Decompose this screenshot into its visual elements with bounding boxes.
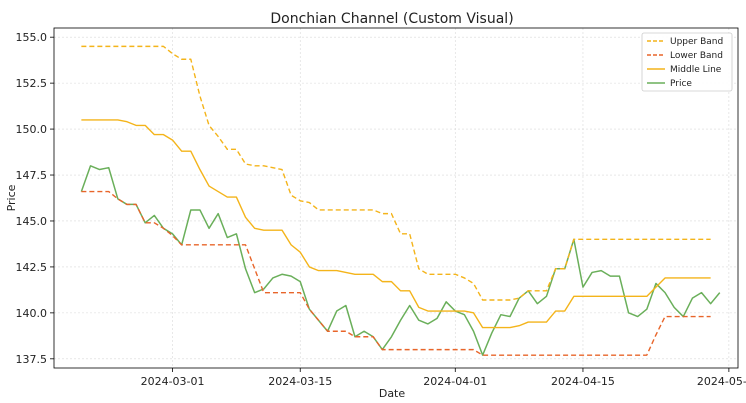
legend-label: Middle Line [670, 65, 722, 75]
y-tick-label: 155.0 [16, 31, 48, 44]
x-tick-label: 2024-05-01 [697, 375, 746, 388]
y-tick-label: 142.5 [16, 261, 48, 274]
series-line-middle-line [81, 119, 711, 329]
y-tick-label: 145.0 [16, 215, 48, 228]
x-axis: 2024-03-01 2024-03-15 2024-04-01 2024-04-15… [141, 368, 746, 388]
plot-frame [53, 27, 739, 369]
legend-box [641, 32, 733, 92]
series-group [80, 45, 721, 356]
y-axis-label: Price [5, 184, 18, 211]
legend: Upper Band Lower Band Middle Line Price [641, 32, 733, 92]
y-tick-label: 140.0 [16, 307, 48, 320]
grid-lines [54, 28, 738, 368]
series-line-lower-band [81, 190, 711, 356]
x-tick-label: 2024-03-15 [268, 375, 332, 388]
chart-title: Donchian Channel (Custom Visual) [270, 11, 513, 27]
x-axis-label: Date [379, 387, 406, 400]
x-tick-label: 2024-04-15 [551, 375, 615, 388]
legend-label: Price [670, 79, 692, 89]
y-axis: 137.5 140.0 142.5 145.0 147.5 150.0 152.5 155.0 [16, 31, 54, 366]
series-line-upper-band [81, 45, 711, 301]
legend-label: Lower Band [670, 51, 723, 61]
y-tick-label: 150.0 [16, 123, 48, 136]
x-tick-label: 2024-03-01 [141, 375, 205, 388]
y-tick-label: 137.5 [16, 353, 48, 366]
series-line-price [80, 165, 721, 356]
y-tick-label: 147.5 [16, 169, 48, 182]
y-tick-label: 152.5 [16, 77, 48, 90]
legend-label: Upper Band [670, 37, 723, 47]
x-tick-label: 2024-04-01 [423, 375, 487, 388]
